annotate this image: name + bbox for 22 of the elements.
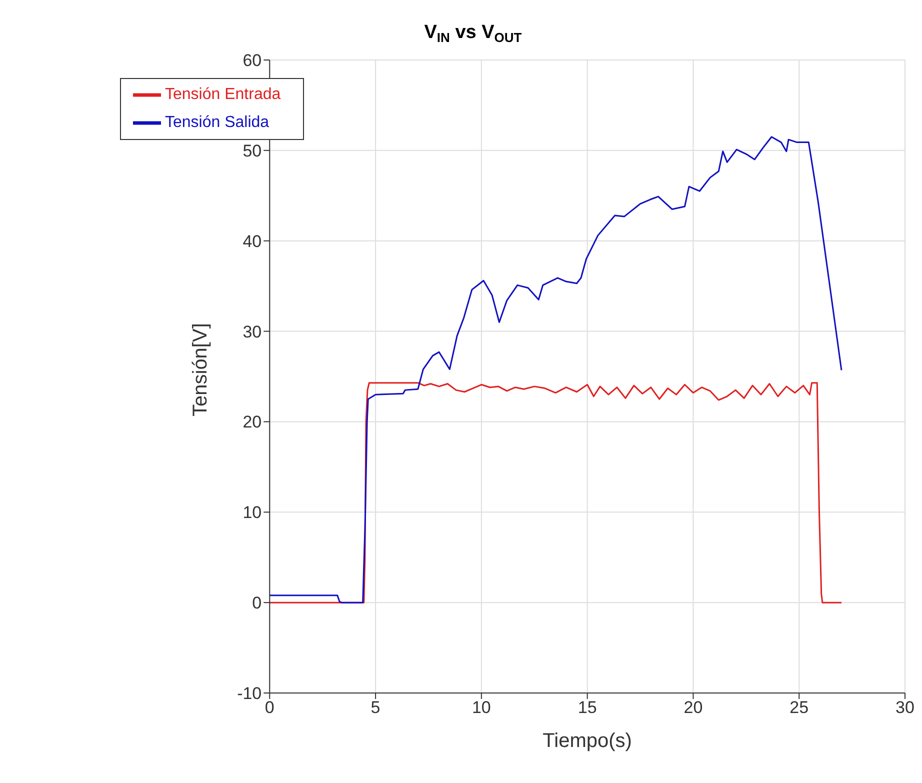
x-tick-label: 5 bbox=[370, 698, 380, 718]
y-tick-label: 20 bbox=[242, 412, 262, 432]
y-tick-label: 10 bbox=[242, 503, 262, 522]
legend-label: Tensión Entrada bbox=[165, 86, 281, 104]
y-tick-label: 30 bbox=[242, 322, 262, 342]
y-tick-label: 40 bbox=[242, 232, 262, 251]
legend-label: Tensión Salida bbox=[165, 114, 270, 132]
chart-title: V$_{IN}$ vs V$_{OUT}$ bbox=[424, 22, 522, 45]
line-series bbox=[270, 382, 842, 604]
y-tick-label: -10 bbox=[237, 684, 262, 704]
y-tick-label: 50 bbox=[242, 141, 262, 160]
x-tick-label: 20 bbox=[684, 698, 703, 718]
line-series bbox=[270, 136, 842, 604]
y-tick-label: 0 bbox=[252, 594, 262, 613]
y-tick-label: 60 bbox=[242, 51, 262, 70]
x-axis-title: Tiempo(s) bbox=[542, 730, 632, 752]
x-tick-label: 30 bbox=[896, 698, 914, 718]
x-tick-label: 0 bbox=[264, 698, 274, 718]
x-tick-label: 15 bbox=[578, 698, 597, 718]
x-tick-label: 25 bbox=[790, 698, 809, 718]
x-tick-label: 10 bbox=[472, 698, 491, 718]
y-axis-title: Tensión[V] bbox=[190, 323, 212, 416]
